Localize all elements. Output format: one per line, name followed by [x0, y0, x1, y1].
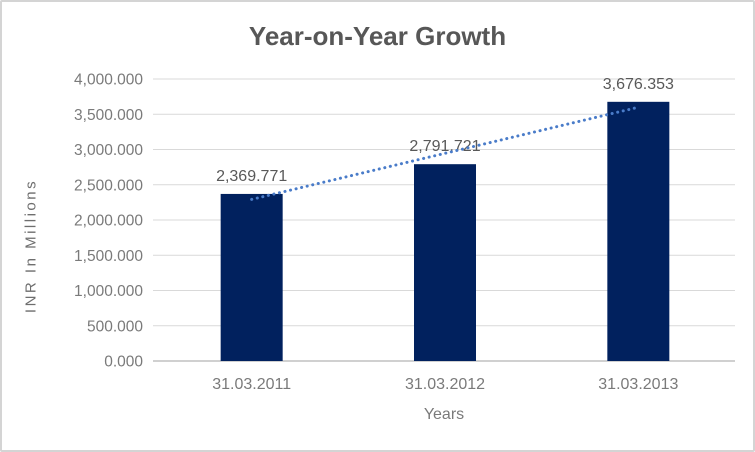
- x-tick-label: 31.03.2013: [598, 376, 678, 393]
- y-tick-label: 3,000.000: [74, 142, 143, 159]
- chart-title: Year-on-Year Growth: [248, 21, 507, 51]
- y-tick-label: 1,000.000: [74, 283, 143, 300]
- y-tick-label: 3,500.000: [74, 107, 143, 124]
- y-tick-label: 0.000: [104, 354, 143, 371]
- x-tick-label: 31.03.2011: [212, 376, 291, 393]
- y-tick-label: 2,000.000: [74, 213, 143, 230]
- bar-31.03.2012: [414, 164, 476, 361]
- y-tick-label: 2,500.000: [74, 177, 143, 194]
- x-axis-title: Years: [423, 406, 465, 423]
- x-tick-label: 31.03.2012: [405, 376, 485, 393]
- bar-31.03.2011: [220, 193, 283, 361]
- data-label: 2,791.721: [409, 138, 480, 155]
- y-tick-label: 500.000: [87, 318, 143, 335]
- bar-31.03.2013: [607, 101, 670, 362]
- data-label: 2,369.771: [216, 168, 287, 185]
- y-tick-label: 4,000.000: [74, 72, 143, 89]
- data-label: 3,676.353: [603, 76, 674, 93]
- y-tick-label: 1,500.000: [74, 248, 143, 265]
- trendline: [250, 105, 640, 201]
